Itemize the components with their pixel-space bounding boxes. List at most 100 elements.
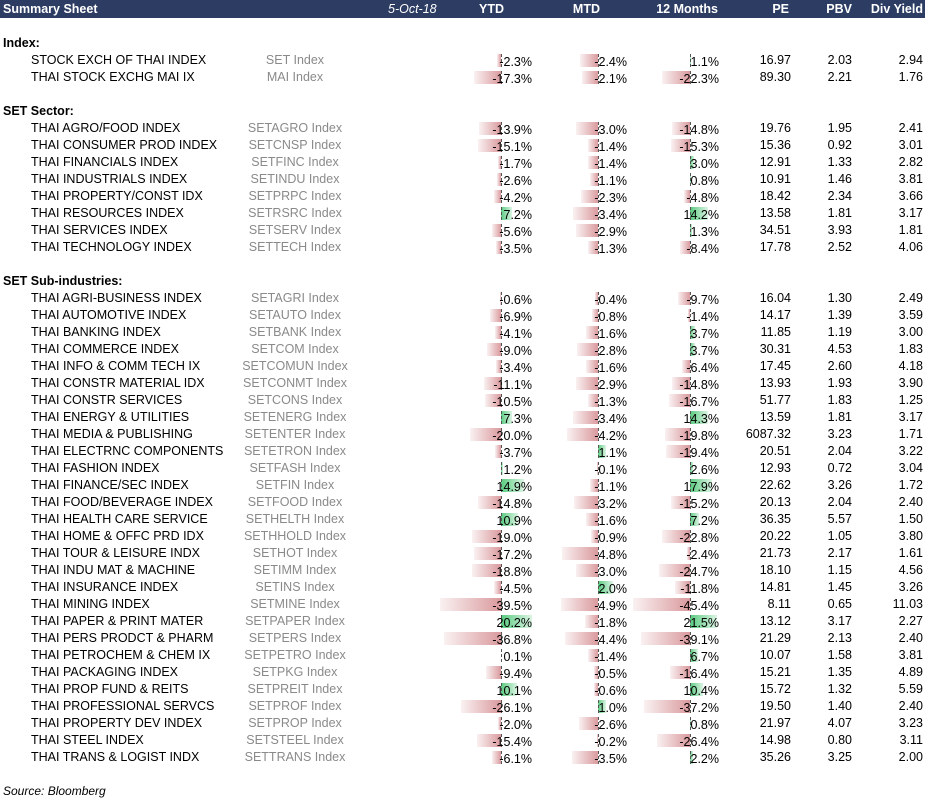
bar-axis xyxy=(501,54,503,67)
bar-axis xyxy=(598,445,600,458)
cell-mtd: -1.4% xyxy=(508,156,627,171)
bar-axis xyxy=(501,309,503,322)
bar-axis xyxy=(598,122,600,135)
value-mtd: -0.4% xyxy=(594,293,627,307)
cell-m12: 10.4% xyxy=(600,683,719,698)
value-dy: 5.59 xyxy=(898,682,923,696)
value-m12: -22.8% xyxy=(679,531,719,545)
value-m12: -45.4% xyxy=(679,599,719,613)
value-m12: -6.4% xyxy=(686,361,719,375)
index-name: THAI STEEL INDEX xyxy=(31,733,144,747)
value-mtd: -2.9% xyxy=(594,378,627,392)
bar-axis xyxy=(501,632,503,645)
bar-axis xyxy=(690,394,692,407)
value-mtd: -4.8% xyxy=(594,548,627,562)
bar-ytd xyxy=(479,122,501,135)
bar-axis xyxy=(501,156,503,169)
value-ytd: -2.6% xyxy=(499,174,532,188)
table-row: THAI MINING INDEX SETMINE Index -39.5% -4.9… xyxy=(0,596,925,613)
bar-ytd xyxy=(478,496,501,509)
bar-axis xyxy=(690,71,692,84)
cell-ytd: -14.8% xyxy=(411,496,532,511)
bar-mtd xyxy=(595,292,598,305)
bar-axis xyxy=(690,309,692,322)
cell-ytd: -1.7% xyxy=(411,156,532,171)
bar-ytd xyxy=(484,394,501,407)
cell-m12: -37.2% xyxy=(600,700,719,715)
bar-ytd xyxy=(501,411,513,424)
value-pe: 30.31 xyxy=(759,342,791,356)
index-ticker: SETSERV Index xyxy=(248,223,342,237)
value-ytd: -2.3% xyxy=(499,55,532,69)
value-m12: 0.8% xyxy=(690,174,720,188)
bar-axis xyxy=(598,564,600,577)
section-title: Index: xyxy=(3,36,40,50)
bar-ytd xyxy=(501,207,513,220)
value-m12: -19.4% xyxy=(679,446,719,460)
bar-axis xyxy=(690,530,692,543)
index-ticker: SETMINE Index xyxy=(250,597,340,611)
index-name: THAI FOOD/BEVERAGE INDEX xyxy=(31,495,213,509)
bar-mtd xyxy=(578,717,598,730)
bar-axis xyxy=(598,156,600,169)
value-pe: 8.11 xyxy=(767,597,791,611)
bar-axis xyxy=(598,360,600,373)
value-m12: 3.7% xyxy=(690,327,720,341)
value-pe: 12.91 xyxy=(759,155,791,169)
bar-mtd xyxy=(575,122,598,135)
bar-m12 xyxy=(684,190,690,203)
bar-axis xyxy=(598,241,600,254)
cell-m12: 0.8% xyxy=(600,173,719,188)
bar-ytd xyxy=(470,428,501,441)
cell-ytd: -11.1% xyxy=(411,377,532,392)
cell-mtd: -2.9% xyxy=(508,224,627,239)
bar-axis xyxy=(501,496,503,509)
cell-ytd: -39.5% xyxy=(411,598,532,613)
index-ticker: SETTECH Index xyxy=(248,240,342,254)
cell-ytd: -17.3% xyxy=(411,71,532,86)
cell-mtd: -2.4% xyxy=(508,54,627,69)
value-pbv: 2.34 xyxy=(827,189,852,203)
bar-m12 xyxy=(690,462,694,475)
value-dy: 4.18 xyxy=(898,359,923,373)
value-mtd: -0.1% xyxy=(594,463,627,477)
bar-m12 xyxy=(690,207,708,220)
value-mtd: -2.1% xyxy=(594,72,627,86)
value-pbv: 1.30 xyxy=(827,291,852,305)
cell-mtd: -3.4% xyxy=(508,207,627,222)
index-ticker: SETINS Index xyxy=(255,580,335,594)
bar-axis xyxy=(690,445,692,458)
bar-axis xyxy=(598,700,600,713)
cell-m12: -6.4% xyxy=(600,360,719,375)
cell-m12: -4.8% xyxy=(600,190,719,205)
bar-axis xyxy=(598,224,600,237)
value-ytd: -14.8% xyxy=(492,497,532,511)
value-mtd: -0.8% xyxy=(594,310,627,324)
value-pbv: 0.92 xyxy=(827,138,852,152)
index-ticker: SETFIN Index xyxy=(255,478,335,492)
table-row: THAI CONSUMER PROD INDEX SETCNSP Index -15… xyxy=(0,137,925,154)
index-name: THAI PERS PRODCT & PHARM xyxy=(31,631,214,645)
index-name: THAI FINANCIALS INDEX xyxy=(31,155,179,169)
value-m12: -8.4% xyxy=(686,242,719,256)
bar-axis xyxy=(598,547,600,560)
cell-mtd: -1.4% xyxy=(508,139,627,154)
index-name: THAI STOCK EXCHG MAI IX xyxy=(31,70,195,84)
bar-mtd xyxy=(588,394,598,407)
value-dy: 1.83 xyxy=(898,342,923,356)
index-ticker: SETFOOD Index xyxy=(247,495,343,509)
value-ytd: 0.1% xyxy=(503,650,533,664)
value-ytd: -2.0% xyxy=(499,718,532,732)
value-pbv: 2.13 xyxy=(827,631,852,645)
value-dy: 3.59 xyxy=(898,308,923,322)
index-name: THAI PROPERTY/CONST IDX xyxy=(31,189,203,203)
bar-ytd xyxy=(495,360,501,373)
bar-m12 xyxy=(670,139,690,152)
section-header: SET Sub-industries: xyxy=(0,273,925,290)
cell-mtd: -3.5% xyxy=(508,751,627,766)
value-m12: 0.8% xyxy=(690,718,720,732)
bar-axis xyxy=(501,513,503,526)
cell-mtd: -2.9% xyxy=(508,377,627,392)
bar-axis xyxy=(690,751,692,764)
bar-mtd xyxy=(586,360,598,373)
